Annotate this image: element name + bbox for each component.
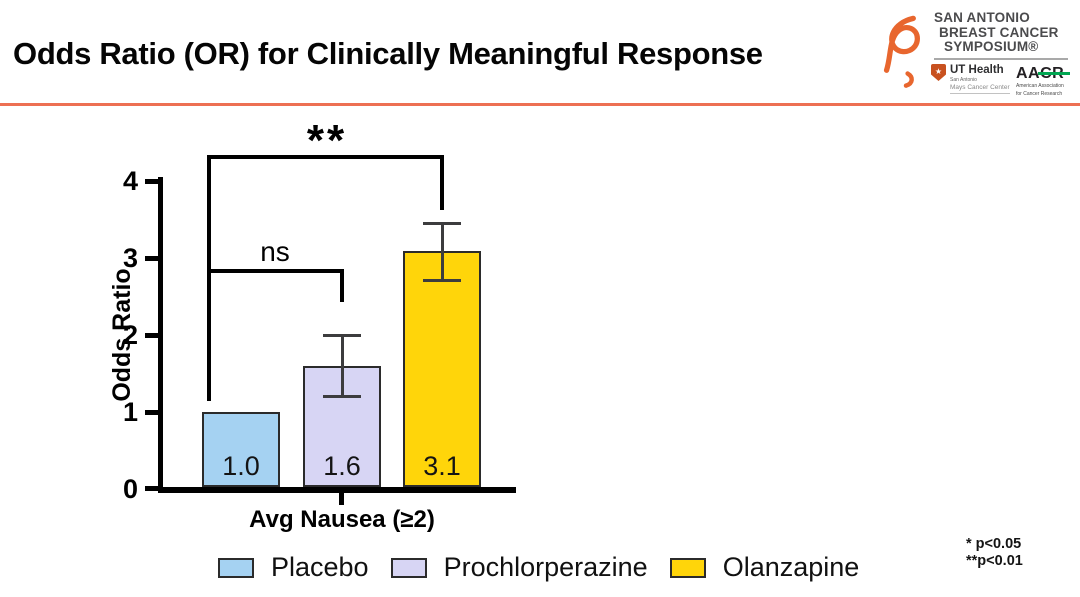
- ut-health-shield-icon: ★: [931, 64, 946, 81]
- y-tick-3: [145, 256, 158, 261]
- y-tick-label-2: 2: [122, 320, 138, 350]
- sig-bracket-ns-horizontal: [207, 269, 344, 273]
- y-tick-1: [145, 410, 158, 415]
- legend-label-placebo: Placebo: [271, 552, 369, 582]
- y-tick-label-1: 1: [122, 397, 138, 427]
- sig-label-ns: ns: [260, 236, 290, 267]
- p-value-footnote: * p<0.05 **p<0.01: [966, 536, 1023, 570]
- y-tick-label-4: 4: [122, 166, 138, 196]
- bar-value-placebo: 1.0: [222, 451, 260, 481]
- bar-value-prochlorperazine: 1.6: [323, 451, 361, 481]
- symposium-wordmark: SAN ANTONIO BREAST CANCER SYMPOSIUM®: [934, 10, 1059, 55]
- y-tick-2: [145, 333, 158, 338]
- symposium-line-2: BREAST CANCER: [939, 24, 1059, 40]
- page-title: Odds Ratio (OR) for Clinically Meaningfu…: [13, 36, 763, 71]
- x-axis-line: [158, 487, 516, 493]
- legend: Placebo Prochlorperazine Olanzapine: [218, 552, 859, 583]
- aacr-wordmark: AACR: [1016, 66, 1076, 82]
- symposium-underline: [934, 58, 1068, 60]
- x-axis-title: Avg Nausea (≥2): [249, 506, 435, 533]
- y-axis-line: [158, 177, 163, 493]
- sig-bracket-left-vertical: [207, 155, 211, 401]
- footnote-line-1: * p<0.05: [966, 536, 1022, 552]
- sig-bracket-ns-right-vertical: [340, 269, 344, 302]
- mays-cancer-center: Mays Cancer Center: [950, 84, 1010, 94]
- error-bar-prochlorperazine-top-cap: [323, 334, 361, 337]
- symposium-line-1: SAN ANTONIO: [934, 10, 1030, 25]
- y-axis-title: Odds Ratio: [108, 268, 136, 402]
- legend-label-olanzapine: Olanzapine: [722, 552, 860, 582]
- aacr-sub-1: American Association: [1016, 83, 1064, 89]
- legend-item-prochlorperazine: Prochlorperazine: [390, 552, 648, 583]
- ut-health-sub: San Antonio: [950, 77, 977, 83]
- x-tick: [339, 493, 344, 505]
- legend-swatch-placebo: [218, 557, 254, 578]
- footnote-line-2: **p<0.01: [966, 553, 1023, 569]
- error-bar-olanzapine-top-cap: [423, 222, 461, 225]
- y-tick-0: [145, 486, 158, 491]
- legend-item-olanzapine: Olanzapine: [669, 552, 860, 583]
- ut-health-name: UT Health: [950, 64, 1004, 76]
- legend-item-placebo: Placebo: [218, 552, 369, 583]
- legend-swatch-prochlorperazine: [390, 557, 427, 578]
- error-bar-olanzapine-line: [441, 223, 444, 281]
- legend-label-prochlorperazine: Prochlorperazine: [443, 552, 648, 582]
- sig-bracket-star-horizontal: [207, 155, 444, 159]
- error-bar-olanzapine-bottom-cap: [423, 279, 461, 282]
- bar-value-olanzapine: 3.1: [423, 451, 461, 481]
- symposium-line-3: SYMPOSIUM®: [944, 39, 1039, 54]
- aacr-sub-2: for Cancer Research: [1016, 90, 1063, 97]
- aacr-logo: AACR American Association for Cancer Res…: [1016, 66, 1076, 97]
- error-bar-prochlorperazine-line: [341, 335, 344, 397]
- breast-cancer-ribbon-icon: [883, 15, 920, 88]
- accent-divider: [0, 103, 1080, 106]
- legend-swatch-olanzapine: [669, 557, 706, 578]
- ut-health-logo: ★ UT Health San Antonio Mays Cancer Cent…: [931, 64, 1010, 94]
- bar-placebo: [202, 412, 280, 487]
- y-tick-label-0: 0: [122, 474, 138, 504]
- y-tick-label-3: 3: [122, 243, 138, 273]
- error-bar-prochlorperazine-bottom-cap: [323, 395, 361, 398]
- aacr-green-bar: [1038, 72, 1070, 75]
- sig-label-star: **: [306, 116, 348, 165]
- y-tick-4: [145, 179, 158, 184]
- sig-bracket-star-right-vertical: [440, 155, 444, 210]
